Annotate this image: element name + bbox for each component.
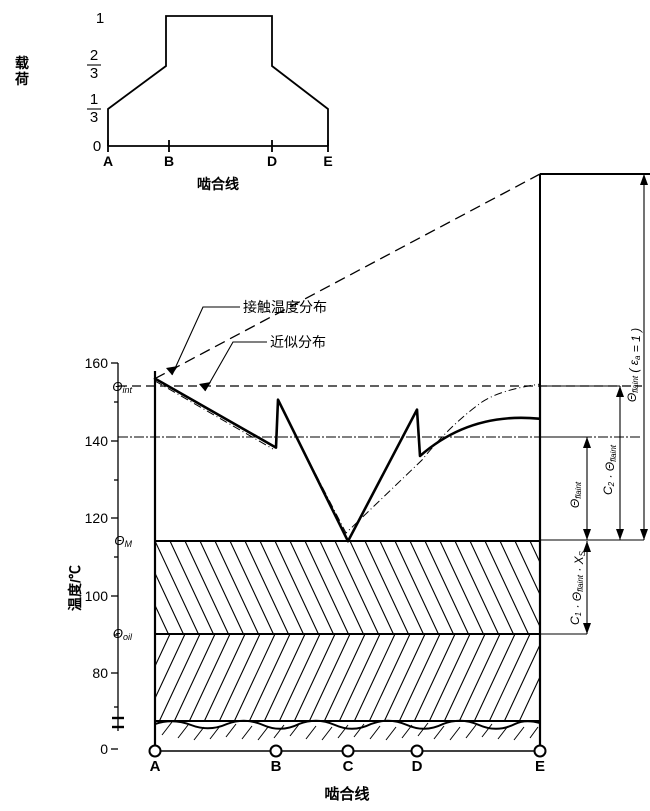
svg-text:E: E [323, 153, 332, 169]
svg-text:C: C [343, 758, 354, 775]
svg-text:B: B [271, 758, 282, 775]
svg-text:Θoil: Θoil [113, 626, 133, 642]
svg-text:3: 3 [90, 65, 98, 82]
svg-text:D: D [412, 758, 423, 775]
svg-text:120: 120 [85, 510, 109, 526]
svg-text:0: 0 [100, 741, 108, 757]
svg-text:100: 100 [85, 588, 109, 604]
svg-text:3: 3 [90, 109, 98, 126]
svg-text:载: 载 [15, 55, 29, 71]
svg-text:Θflaint ( εa = 1 ): Θflaint ( εa = 1 ) [625, 328, 643, 402]
svg-text:E: E [535, 758, 545, 775]
svg-text:近似分布: 近似分布 [270, 334, 326, 350]
svg-text:温度/℃: 温度/℃ [67, 565, 83, 611]
svg-text:160: 160 [85, 355, 109, 371]
svg-text:啮合线: 啮合线 [197, 176, 239, 192]
svg-text:D: D [267, 153, 277, 169]
svg-text:C2 · Θflaint: C2 · Θflaint [601, 444, 618, 495]
svg-text:C1 · Θflaint · XS: C1 · Θflaint · XS [568, 550, 587, 625]
svg-text:Θint: Θint [112, 379, 132, 395]
svg-text:啮合线: 啮合线 [324, 785, 369, 803]
svg-text:ΘM: ΘM [114, 533, 132, 549]
svg-text:接触温度分布: 接触温度分布 [243, 299, 327, 315]
svg-text:2: 2 [90, 47, 98, 64]
svg-text:80: 80 [92, 665, 108, 681]
svg-text:1: 1 [90, 91, 98, 108]
svg-text:1: 1 [96, 10, 104, 27]
svg-text:0: 0 [93, 138, 101, 155]
svg-text:A: A [150, 758, 161, 775]
svg-text:B: B [164, 153, 174, 169]
svg-text:荷: 荷 [14, 71, 29, 87]
svg-text:Θflaint: Θflaint [568, 481, 583, 508]
svg-text:140: 140 [85, 433, 109, 449]
svg-text:A: A [103, 153, 113, 169]
